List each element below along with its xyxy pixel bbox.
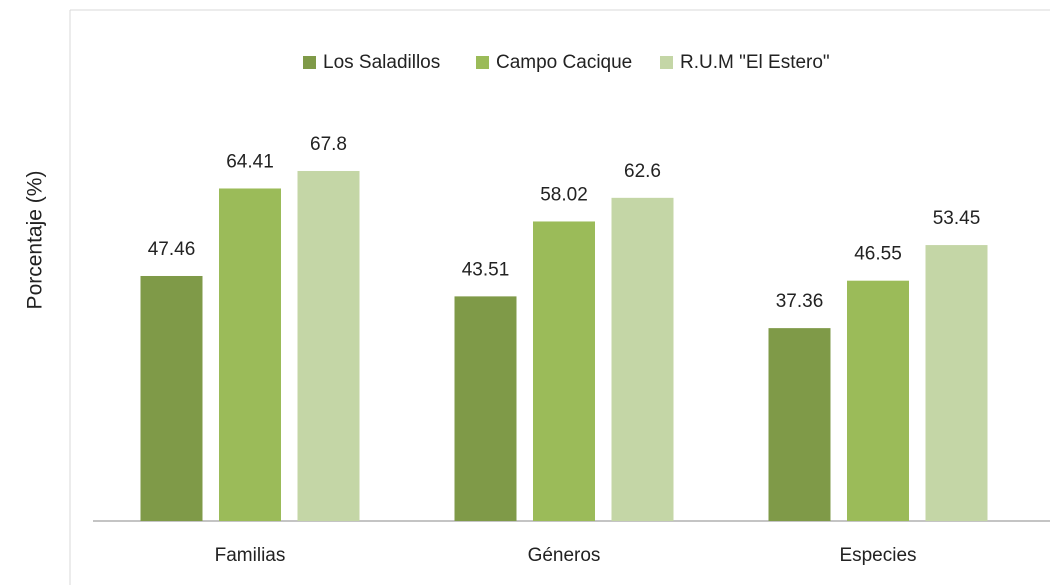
legend-swatch bbox=[303, 56, 316, 69]
data-label: 62.6 bbox=[624, 161, 661, 182]
data-label: 67.8 bbox=[310, 134, 347, 155]
x-tick-label: Familias bbox=[215, 545, 286, 566]
data-label: 58.02 bbox=[540, 184, 588, 205]
y-axis-label: Porcentaje (%) bbox=[24, 171, 47, 310]
bar bbox=[454, 296, 517, 521]
bar bbox=[768, 328, 831, 521]
bar bbox=[533, 221, 595, 522]
bar bbox=[140, 275, 203, 521]
data-label: 43.51 bbox=[462, 259, 510, 280]
bar bbox=[297, 170, 360, 522]
x-tick-label: Especies bbox=[839, 545, 916, 566]
data-label: 47.46 bbox=[148, 239, 196, 260]
data-label: 46.55 bbox=[854, 244, 902, 265]
data-label: 37.36 bbox=[776, 291, 824, 312]
bar bbox=[611, 197, 674, 521]
legend-swatch bbox=[660, 56, 673, 69]
legend-swatch bbox=[476, 56, 489, 69]
bar bbox=[847, 280, 909, 521]
bar bbox=[219, 188, 281, 521]
data-label: 53.45 bbox=[933, 208, 981, 229]
legend-label: Campo Cacique bbox=[496, 52, 632, 73]
bar bbox=[925, 245, 988, 521]
legend-label: R.U.M "El Estero" bbox=[680, 52, 830, 73]
legend-label: Los Saladillos bbox=[323, 52, 440, 73]
x-tick-label: Géneros bbox=[528, 545, 601, 566]
data-label: 64.41 bbox=[226, 151, 274, 172]
